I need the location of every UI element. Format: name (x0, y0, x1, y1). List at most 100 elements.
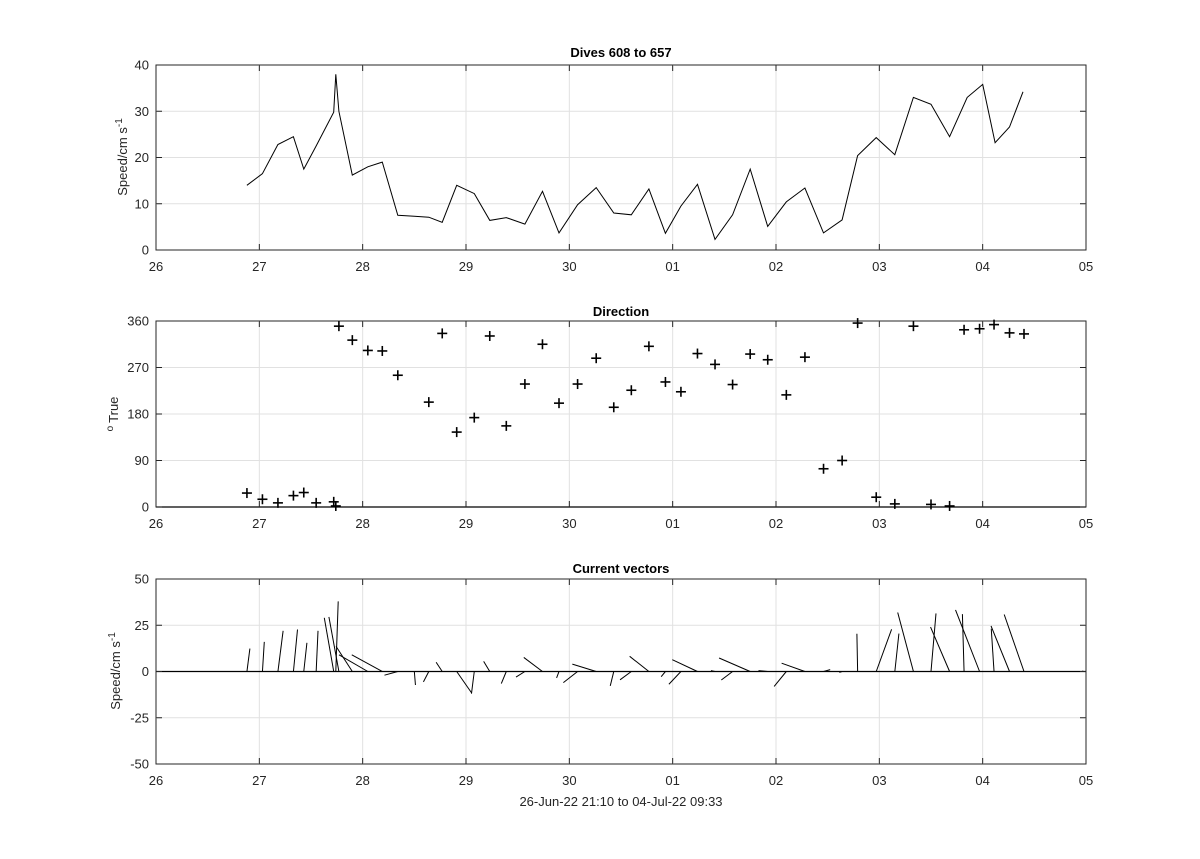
direction-point (298, 487, 309, 498)
current-vector (335, 601, 339, 672)
speed-xtick-label: 27 (252, 259, 266, 274)
current-vector (930, 626, 951, 672)
direction-point (451, 427, 462, 438)
current-vector (955, 609, 981, 672)
speed-ylabel: Speed/cm s-1 (114, 118, 130, 196)
direction-point (660, 376, 671, 387)
vectors-xtick-label: 04 (975, 773, 989, 788)
direction-point (1019, 328, 1029, 339)
vectors-marks (156, 601, 1086, 694)
vectors-ytick-label: 25 (135, 618, 149, 633)
current-vector (483, 661, 491, 672)
vectors-panel: 26 27 28 29 30 01 02 03 04 05 -50 -25 0 25 50 Current … (107, 561, 1093, 788)
figure-xlabel: 26-Jun-22 21:10 to 04-Jul-22 09:33 (519, 794, 722, 809)
direction-point (889, 498, 900, 509)
speed-ticks: 26 27 28 29 30 01 02 03 04 05 0 10 20 30 40 (135, 58, 1094, 275)
speed-ytick-label: 40 (135, 58, 149, 73)
current-vector (660, 671, 666, 677)
direction-ytick-label: 90 (135, 453, 149, 468)
speed-xtick-label: 26 (149, 259, 163, 274)
current-vector (351, 654, 383, 672)
direction-xtick-label: 01 (665, 516, 679, 531)
direction-point (908, 321, 919, 332)
current-vector (718, 657, 751, 672)
direction-point (519, 379, 530, 390)
direction-point (362, 345, 373, 356)
current-vector (773, 671, 787, 687)
direction-xtick-label: 04 (975, 516, 989, 531)
current-vector (897, 612, 914, 672)
direction-ytick-label: 180 (127, 407, 149, 422)
speed-title: Dives 608 to 657 (570, 45, 671, 60)
current-vector (875, 629, 893, 672)
direction-point (272, 497, 283, 508)
current-vector (839, 671, 843, 673)
direction-point (745, 349, 756, 360)
direction-panel: 26 27 28 29 30 01 02 03 04 05 0 90 180 270 360 Directi… (105, 304, 1093, 531)
current-vector (721, 671, 733, 681)
speed-marks (246, 74, 1024, 241)
current-vector (335, 646, 353, 672)
current-vector (277, 630, 284, 672)
vectors-xtick-label: 03 (872, 773, 886, 788)
vectors-ytick-label: -25 (130, 710, 149, 725)
direction-grid (156, 321, 1086, 507)
direction-point (727, 379, 738, 390)
direction-xtick-label: 27 (252, 516, 266, 531)
direction-point (311, 497, 322, 508)
vectors-xtick-label: 29 (459, 773, 473, 788)
current-vector (894, 633, 900, 672)
direction-point (959, 324, 970, 335)
direction-point (926, 499, 936, 510)
current-vector (856, 633, 859, 672)
direction-point (1004, 327, 1015, 338)
direction-point (537, 339, 548, 350)
direction-xtick-label: 05 (1079, 516, 1093, 531)
direction-xtick-label: 29 (459, 516, 473, 531)
direction-point (288, 490, 299, 501)
current-vector (338, 654, 369, 672)
direction-ylabel: oTrue (105, 397, 121, 432)
direction-point (608, 402, 619, 413)
current-vector (500, 671, 507, 684)
direction-point (852, 318, 863, 329)
current-vector (413, 671, 416, 686)
speed-grid (156, 65, 1086, 250)
direction-point (710, 359, 721, 370)
direction-xtick-label: 28 (355, 516, 369, 531)
speed-xtick-label: 30 (562, 259, 576, 274)
current-vector (292, 629, 299, 672)
direction-point (591, 353, 602, 364)
speed-ytick-label: 20 (135, 150, 149, 165)
vectors-xtick-label: 27 (252, 773, 266, 788)
current-vector (315, 630, 319, 672)
vectors-xtick-label: 02 (769, 773, 783, 788)
vectors-ytick-label: 0 (142, 664, 149, 679)
speed-xtick-label: 03 (872, 259, 886, 274)
vectors-ytick-label: -50 (130, 757, 149, 772)
current-vector (246, 648, 251, 672)
vectors-ticks: 26 27 28 29 30 01 02 03 04 05 -50 -25 0 25 50 (130, 572, 1093, 789)
direction-point (377, 345, 388, 356)
direction-point (974, 323, 985, 334)
direction-point (692, 348, 703, 359)
speed-xtick-label: 01 (665, 259, 679, 274)
direction-ytick-label: 0 (142, 500, 149, 515)
direction-point (572, 379, 583, 390)
direction-xtick-label: 30 (562, 516, 576, 531)
current-vector (629, 655, 650, 672)
current-vector (328, 616, 340, 672)
vectors-xtick-label: 28 (355, 773, 369, 788)
current-vector (435, 661, 443, 672)
vectors-ytick-label: 50 (135, 572, 149, 587)
current-vector (523, 657, 543, 672)
vectors-xtick-label: 01 (665, 773, 679, 788)
direction-point (871, 492, 882, 503)
speed-panel: 26 27 28 29 30 01 02 03 04 05 0 10 20 30 40 Dives 608 … (114, 45, 1093, 274)
vectors-xtick-label: 30 (562, 773, 576, 788)
direction-point (347, 335, 358, 346)
direction-point (626, 385, 637, 396)
direction-point (818, 463, 829, 474)
direction-point (437, 328, 448, 339)
vectors-ylabel: Speed/cm s-1 (107, 632, 123, 710)
